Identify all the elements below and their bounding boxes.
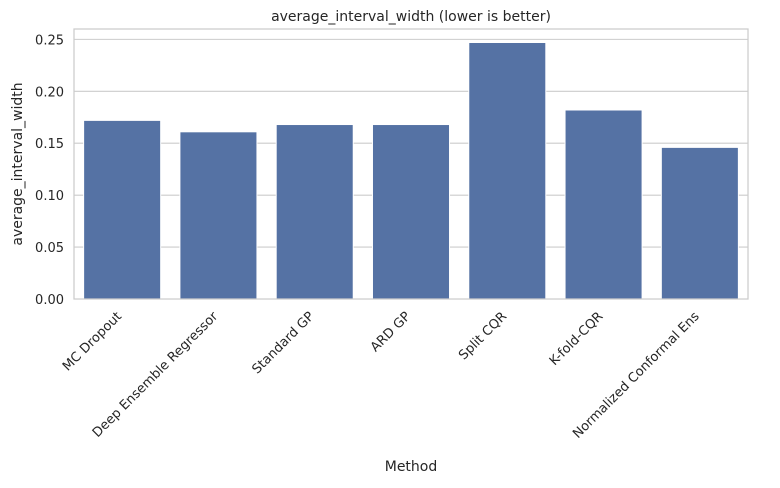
bars bbox=[83, 42, 739, 300]
x-tick-label: Standard GP bbox=[250, 309, 318, 377]
bar bbox=[468, 42, 547, 300]
y-tick-label: 0.20 bbox=[35, 85, 64, 100]
bar bbox=[564, 109, 643, 300]
bar bbox=[371, 124, 451, 300]
y-tick-label: 0.10 bbox=[35, 189, 64, 204]
y-axis-label: average_interval_width bbox=[10, 82, 26, 245]
bar bbox=[83, 119, 162, 300]
x-tick-label: ARD GP bbox=[368, 309, 414, 355]
x-tick-label: K-fold-CQR bbox=[547, 309, 607, 369]
chart-title: average_interval_width (lower is better) bbox=[271, 9, 551, 25]
x-tick-label: Split CQR bbox=[456, 309, 510, 363]
x-axis-label: Method bbox=[385, 459, 438, 475]
plot-frame bbox=[73, 28, 749, 300]
bar bbox=[179, 131, 258, 300]
bar bbox=[275, 124, 354, 300]
y-tick-labels: 0.00 0.05 0.10 0.15 0.20 0.25 bbox=[35, 33, 64, 308]
bar bbox=[660, 146, 739, 300]
y-tick-label: 0.25 bbox=[35, 33, 64, 48]
x-tick-label: MC Dropout bbox=[60, 309, 125, 374]
y-tick-label: 0.05 bbox=[35, 241, 64, 256]
y-tick-label: 0.15 bbox=[35, 137, 64, 152]
y-tick-label: 0.00 bbox=[35, 293, 64, 308]
